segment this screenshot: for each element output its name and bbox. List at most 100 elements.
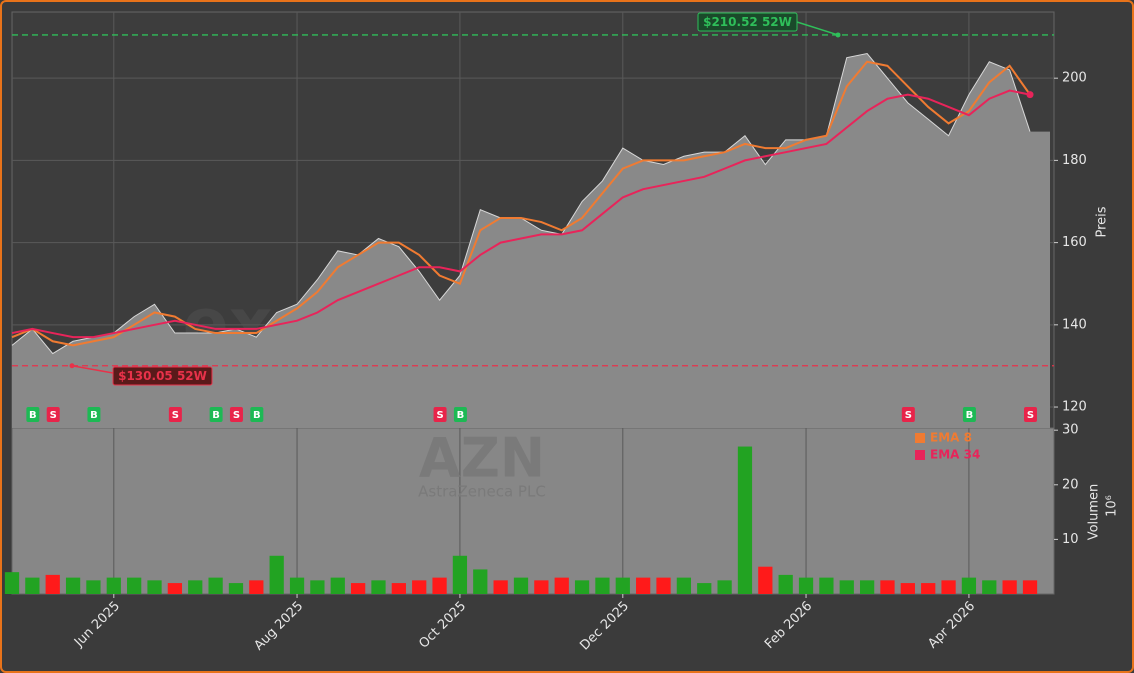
signal-badge	[962, 407, 976, 422]
volume-bar	[574, 580, 590, 594]
volume-bar	[758, 566, 773, 594]
y-tick-label: 200	[1062, 71, 1087, 86]
volume-bar	[269, 555, 284, 594]
signal-badge	[26, 407, 40, 422]
volume-bar	[208, 577, 223, 594]
volume-bar	[839, 580, 854, 594]
volume-bar	[595, 577, 610, 594]
y-axis-label: Preis	[1095, 206, 1110, 237]
volume-bar	[737, 446, 753, 594]
volume-bar	[45, 574, 60, 594]
y-tick-label: 120	[1062, 400, 1087, 415]
x-tick-label: Dec 2025	[577, 599, 632, 654]
signal-label: S	[233, 410, 240, 421]
signal-badge	[229, 407, 243, 422]
signal-label: B	[253, 410, 261, 421]
volume-bar	[473, 569, 488, 594]
volume-bar	[676, 577, 692, 594]
volume-axis-label: Volumen	[1087, 484, 1102, 541]
signal-badge	[901, 407, 915, 422]
legend-label: EMA 8	[930, 431, 972, 445]
volume-bar	[900, 583, 915, 594]
x-tick-label: Aug 2025	[251, 599, 306, 654]
volume-bar	[798, 577, 814, 594]
ema-line	[11, 60, 1031, 347]
reference-label: $210.52 52W	[703, 15, 792, 29]
signal-label: S	[1027, 410, 1034, 421]
x-tick-label: Feb 2026	[762, 599, 815, 652]
reference-arrow-head	[835, 32, 841, 38]
volume-bar	[432, 577, 447, 594]
volume-bar	[513, 577, 529, 594]
signal-label: S	[905, 410, 912, 421]
volume-bar	[961, 577, 977, 594]
volume-bar	[717, 580, 732, 594]
volume-bar	[921, 583, 936, 594]
volume-bar	[25, 577, 40, 594]
last-point	[1026, 91, 1034, 99]
volume-bar	[615, 577, 630, 594]
volume-bar	[493, 580, 508, 594]
watermark-name: AstraZeneca PLC	[418, 483, 546, 501]
volume-bar	[412, 580, 427, 594]
volume-bar	[880, 580, 895, 594]
x-tick-label: Oct 2025	[416, 599, 469, 652]
volume-tick-label: 30	[1062, 423, 1079, 438]
x-tick-label: Apr 2026	[925, 599, 978, 652]
signal-label: B	[966, 410, 974, 421]
legend-swatch	[915, 433, 925, 443]
reference-arrow-head	[69, 363, 75, 369]
signal-badge	[433, 407, 447, 422]
signal-label: B	[90, 410, 98, 421]
volume-tick-label: 20	[1062, 477, 1079, 492]
legend-label: EMA 34	[930, 448, 980, 462]
volume-bar	[1002, 580, 1017, 594]
volume-bar	[65, 577, 81, 594]
legend-swatch	[915, 450, 925, 460]
volume-unit: 10⁶	[1105, 495, 1120, 517]
signal-badge	[46, 407, 60, 422]
signal-label: B	[212, 410, 220, 421]
reference-label: $130.05 52W	[118, 369, 207, 383]
signal-label: S	[436, 410, 443, 421]
volume-bar	[147, 580, 162, 594]
signal-badge	[1024, 407, 1037, 422]
signal-label: B	[29, 410, 37, 421]
volume-bar	[697, 583, 712, 594]
volume-bar	[289, 577, 305, 594]
volume-bar	[167, 583, 183, 594]
reference-arrow	[796, 21, 839, 36]
volume-bar	[127, 577, 142, 594]
volume-bar	[941, 580, 956, 594]
volume-tick-label: 10	[1062, 532, 1079, 547]
y-tick-label: 180	[1062, 153, 1087, 168]
volume-bar	[1022, 580, 1038, 594]
volume-bar	[86, 580, 101, 594]
signal-label: S	[50, 410, 57, 421]
signal-label: S	[172, 410, 179, 421]
ema-line	[11, 89, 1031, 339]
volume-bar	[859, 580, 875, 594]
volume-bar	[452, 555, 468, 594]
x-tick-label: Jun 2025	[71, 599, 123, 651]
volume-bar	[982, 580, 997, 594]
signal-badge	[87, 407, 101, 422]
volume-bar	[778, 574, 793, 594]
reference-label-box	[697, 12, 798, 32]
watermark-ticker: AZN	[419, 427, 545, 490]
volume-bar	[310, 580, 325, 594]
volume-bar	[249, 580, 264, 594]
volume-bar	[819, 577, 834, 594]
y-tick-label: 160	[1062, 235, 1087, 250]
signal-badge	[209, 407, 223, 422]
y-tick-label: 140	[1062, 317, 1087, 332]
volume-bar	[534, 580, 549, 594]
signal-badge	[250, 407, 264, 422]
volume-bar	[330, 577, 345, 594]
signal-badge	[453, 407, 467, 422]
volume-bar	[106, 577, 121, 594]
volume-bar	[350, 583, 366, 594]
volume-bar	[371, 580, 386, 594]
signal-label: B	[457, 410, 465, 421]
